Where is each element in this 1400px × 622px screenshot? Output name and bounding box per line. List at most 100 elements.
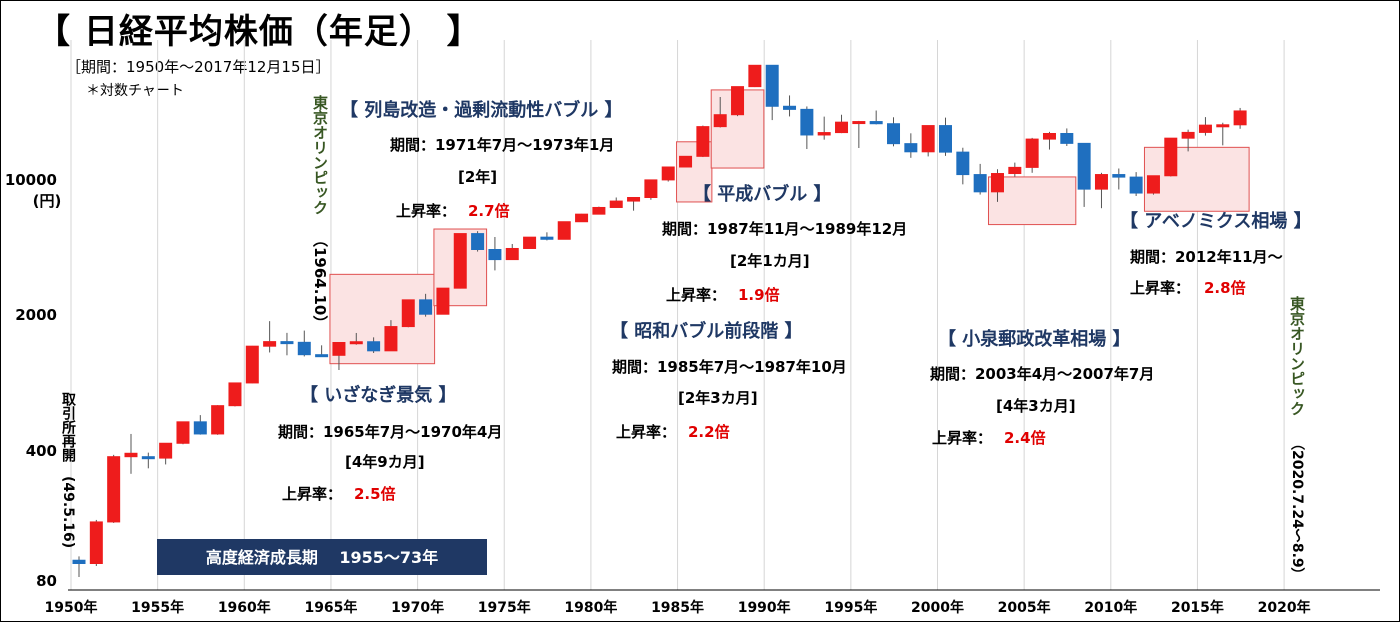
annotation-rate-label: 上昇率： [396,202,456,220]
candle-body [1181,131,1195,139]
candle [72,556,86,577]
candle-body [332,342,346,356]
reopen-date: (49.5.16) [60,476,76,548]
candle-body [1164,137,1178,177]
candle-body [159,442,173,459]
x-tick-label: 1960年 [218,599,271,616]
candle [488,236,502,271]
candle [367,337,381,353]
x-tick-label: 2000年 [911,599,964,616]
candle [523,236,537,249]
candle-body [575,213,589,223]
annotation-rate-label: 上昇率： [282,485,342,503]
candle-body [557,221,571,240]
x-tick-label: 1990年 [738,599,791,616]
candle [1060,128,1074,146]
x-tick-label: 1995年 [824,599,877,616]
x-tick-label: 1980年 [564,599,617,616]
candle-body [731,86,745,116]
candle [973,163,987,195]
annotation-showa: 【 昭和バブル前段階 】 期間：1985年7月～1987年10月 [2年3カ月]… [610,320,847,441]
annotation-length: [2年1カ月] [730,252,810,270]
candle-body [1094,174,1108,190]
y-tick-80: 80 [36,572,57,590]
candle-body [419,299,433,315]
candle-body [124,452,138,458]
annotation-title: 【 小泉郵政改革相場 】 [938,328,1131,350]
y-unit-label: (円) [33,192,62,210]
grid-lines [70,40,1285,590]
annotation-period: 期間：1987年11月～1989年12月 [662,220,907,238]
candle-body [852,121,866,125]
candle [141,452,155,469]
candle [263,321,277,353]
candle-body [713,114,727,128]
annotation-title: 【 いざなぎ景気 】 [300,384,457,406]
candle-body [471,233,485,251]
candle [835,114,849,134]
annotation-rate-label: 上昇率： [932,429,992,447]
candle [1129,172,1143,197]
candle-body [956,151,970,176]
annotation-rate-label: 上昇率： [1130,279,1190,297]
annotation-koizumi: 【 小泉郵政改革相場 】 期間：2003年4月～2007年7月 [4年3カ月] … [930,328,1154,447]
x-tick-label: 1950年 [45,599,98,616]
candle-body [973,174,987,193]
candle [1146,175,1160,195]
candle [748,64,762,88]
candle-body [280,341,294,345]
annotation-period: 期間：2012年11月～ [1130,248,1283,266]
candle [1094,172,1108,209]
candle-body [1008,166,1022,175]
candle [557,221,571,240]
candle [609,197,623,208]
annotation-retto: 【 列島改造・過剰流動性バブル 】 期間：1971年7月～1973年1月 [2年… [340,99,623,220]
candle-body [817,132,831,136]
candle-body [141,456,155,460]
candle-body [211,405,225,435]
candle-body [176,421,190,444]
annotation-length: [4年9カ月] [345,453,425,471]
candle-body [228,382,242,407]
annotation-rate: 2.4倍 [1004,429,1046,447]
candle-body [990,173,1004,193]
x-tick-label: 1985年 [651,599,704,616]
candle [453,233,467,289]
candle-body [661,166,675,181]
x-tick-label: 1955年 [131,599,184,616]
x-tick-label: 2005年 [998,599,1051,616]
candle [1233,107,1247,129]
annotation-title: 【 平成バブル 】 [693,183,832,205]
y-tick-10000: 10000 [5,171,57,189]
annotation-rate-label: 上昇率： [616,423,676,441]
candle-body [748,64,762,88]
candle [107,454,121,523]
annotation-period: 期間：1965年7月～1970年4月 [278,423,502,441]
candle-body [1198,124,1212,133]
annotation-length: [2年3カ月] [678,389,758,407]
candle-body [609,200,623,208]
candle-body [1042,132,1056,140]
x-tick-label: 2020年 [1258,599,1311,616]
annotation-title: 【 昭和バブル前段階 】 [610,320,803,342]
candle-body [679,155,693,168]
candle [228,382,242,407]
candle [939,117,952,156]
candle [124,433,138,474]
candle [505,243,519,261]
annotation-rate-label: 上昇率： [666,286,726,304]
candle [315,345,329,358]
y-tick-2000: 2000 [15,306,57,324]
olympic-1964-date: （1964.10） [311,232,329,330]
candle-body [523,236,537,249]
candle [783,95,797,117]
candle [211,405,225,435]
candle [627,197,641,211]
candle-body [887,123,901,145]
candle [384,320,398,352]
annotation-period: 期間：1971年7月～1973年1月 [390,136,614,154]
annotation-period: 期間：2003年4月～2007年7月 [930,365,1154,383]
annotation-title: 【 列島改造・過剰流動性バブル 】 [340,99,623,121]
candle-body [904,143,918,153]
highlight-box [329,273,436,365]
